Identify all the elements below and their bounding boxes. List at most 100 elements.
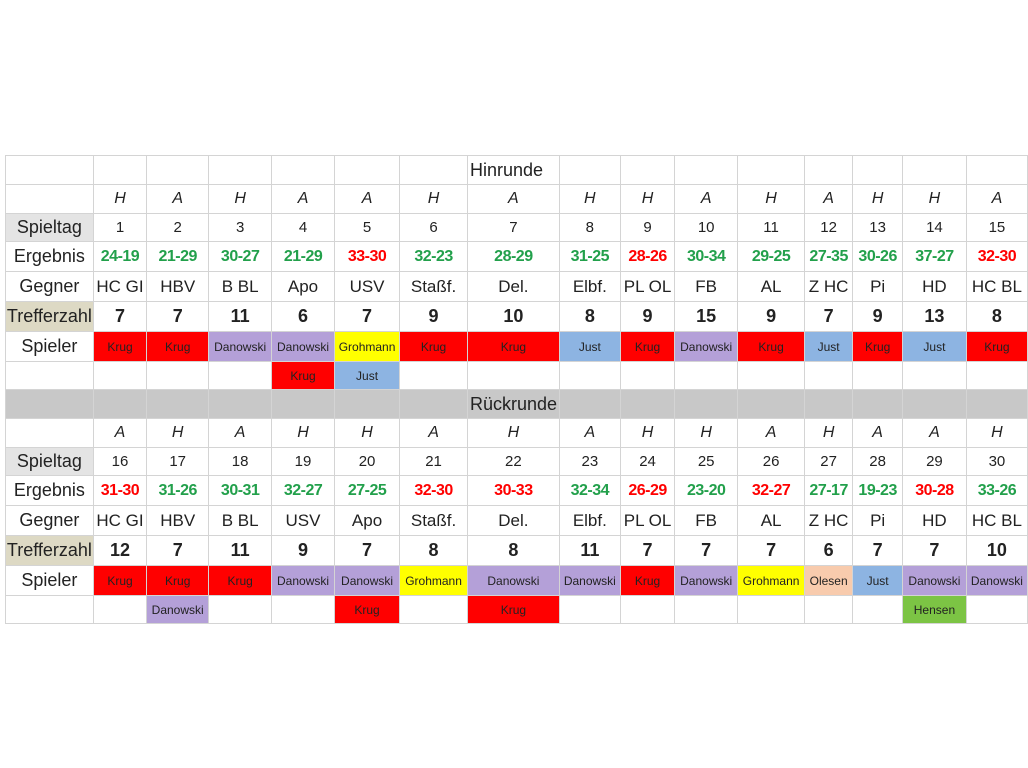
cell — [208, 389, 273, 419]
spieltag-cell: 25 — [674, 447, 739, 476]
table-row: Gegner HC GI HBV B BL USV Apo Staßf. Del. Elbf. P… — [5, 505, 1028, 536]
opponent-cell: AL — [737, 271, 806, 302]
result-cell: 32-30 — [965, 241, 1028, 272]
spieltag-cell: 3 — [208, 213, 273, 242]
goal-cell: 9 — [399, 301, 468, 332]
opponent-cell: HC GI — [92, 271, 148, 302]
venue-cell: H — [902, 184, 967, 214]
player-cell: Krug — [92, 331, 148, 362]
goal-cell: 7 — [92, 301, 148, 332]
row-label: Ergebnis — [5, 475, 94, 506]
player-cell: Danowski — [271, 331, 335, 362]
table-row: Hinrunde — [5, 155, 1028, 185]
venue-cell: H — [208, 184, 273, 214]
venue-cell: H — [399, 184, 468, 214]
player-cell — [208, 361, 273, 390]
goal-cell: 11 — [558, 535, 621, 566]
opponent-cell: USV — [271, 505, 335, 536]
cell — [399, 155, 468, 185]
cell — [208, 155, 273, 185]
goal-cell: 9 — [737, 301, 806, 332]
goal-cell: 15 — [674, 301, 739, 332]
table-row: Krug Just — [5, 361, 1028, 390]
goal-cell: 7 — [146, 301, 210, 332]
spieltag-cell: 17 — [146, 447, 210, 476]
player-cell: Just — [333, 361, 401, 390]
player-cell — [619, 361, 676, 390]
spieltag-cell: 30 — [965, 447, 1028, 476]
venue-cell: A — [804, 184, 854, 214]
goal-cell: 7 — [674, 535, 739, 566]
result-cell: 27-25 — [333, 475, 401, 506]
opponent-cell: HC BL — [965, 271, 1028, 302]
row-label: Gegner — [5, 271, 94, 302]
row-label — [5, 595, 94, 624]
table-row: Rückrunde — [5, 389, 1028, 419]
result-cell: 27-35 — [804, 241, 854, 272]
opponent-cell: Del. — [466, 505, 560, 536]
spieltag-cell: 27 — [804, 447, 854, 476]
row-label: Trefferzahl — [5, 535, 94, 566]
result-cell: 24-19 — [92, 241, 148, 272]
spieltag-cell: 14 — [902, 213, 967, 242]
row-label — [5, 184, 94, 214]
result-cell: 30-26 — [852, 241, 904, 272]
result-cell: 32-23 — [399, 241, 468, 272]
row-label — [5, 361, 94, 390]
spieltag-cell: 6 — [399, 213, 468, 242]
venue-cell: A — [674, 184, 739, 214]
spieltag-cell: 16 — [92, 447, 148, 476]
opponent-cell: Elbf. — [558, 271, 621, 302]
player-cell: Krug — [92, 565, 148, 596]
cell — [92, 155, 148, 185]
season-table: Hinrunde H A H A A H A H H A H A H H A Spieltag 1 2 3 4 5 6 7 8 9… — [5, 155, 1028, 624]
table-row: Spieltag 16 17 18 19 20 21 22 23 24 25 26 27 28 29 30 — [5, 447, 1028, 476]
opponent-cell: Staßf. — [399, 505, 468, 536]
cell — [333, 389, 401, 419]
player-cell: Grohmann — [333, 331, 401, 362]
cell — [619, 389, 676, 419]
venue-cell: A — [902, 418, 967, 448]
venue-cell: H — [271, 418, 335, 448]
spieltag-cell: 22 — [466, 447, 560, 476]
section-title: Rückrunde — [466, 389, 560, 419]
goal-cell: 10 — [466, 301, 560, 332]
venue-cell: A — [208, 418, 273, 448]
player-cell: Danowski — [674, 565, 739, 596]
goal-cell: 7 — [333, 535, 401, 566]
goal-cell: 9 — [852, 301, 904, 332]
goal-cell: 10 — [965, 535, 1028, 566]
player-cell — [674, 595, 739, 624]
player-cell: Danowski — [558, 565, 621, 596]
cell — [852, 389, 904, 419]
cell — [5, 155, 94, 185]
spieltag-cell: 23 — [558, 447, 621, 476]
spieltag-cell: 13 — [852, 213, 904, 242]
venue-cell: H — [965, 418, 1028, 448]
result-cell: 31-26 — [146, 475, 210, 506]
venue-cell: H — [737, 184, 806, 214]
venue-cell: H — [852, 184, 904, 214]
result-cell: 32-27 — [271, 475, 335, 506]
player-cell: Danowski — [466, 565, 560, 596]
goal-cell: 11 — [208, 301, 273, 332]
player-cell — [558, 595, 621, 624]
row-label: Trefferzahl — [5, 301, 94, 332]
player-cell: Danowski — [208, 331, 273, 362]
opponent-cell: B BL — [208, 505, 273, 536]
table-row: Spieltag 1 2 3 4 5 6 7 8 9 10 11 12 13 14 15 — [5, 213, 1028, 242]
result-cell: 30-27 — [208, 241, 273, 272]
spieltag-cell: 18 — [208, 447, 273, 476]
venue-cell: H — [619, 184, 676, 214]
player-cell: Hensen — [902, 595, 967, 624]
player-cell — [804, 595, 854, 624]
table-row: Ergebnis 31-30 31-26 30-31 32-27 27-25 32-30 30… — [5, 475, 1028, 506]
player-cell — [852, 595, 904, 624]
goal-cell: 7 — [737, 535, 806, 566]
player-cell: Just — [852, 565, 904, 596]
cell — [804, 389, 854, 419]
cell — [271, 155, 335, 185]
result-cell: 26-29 — [619, 475, 676, 506]
